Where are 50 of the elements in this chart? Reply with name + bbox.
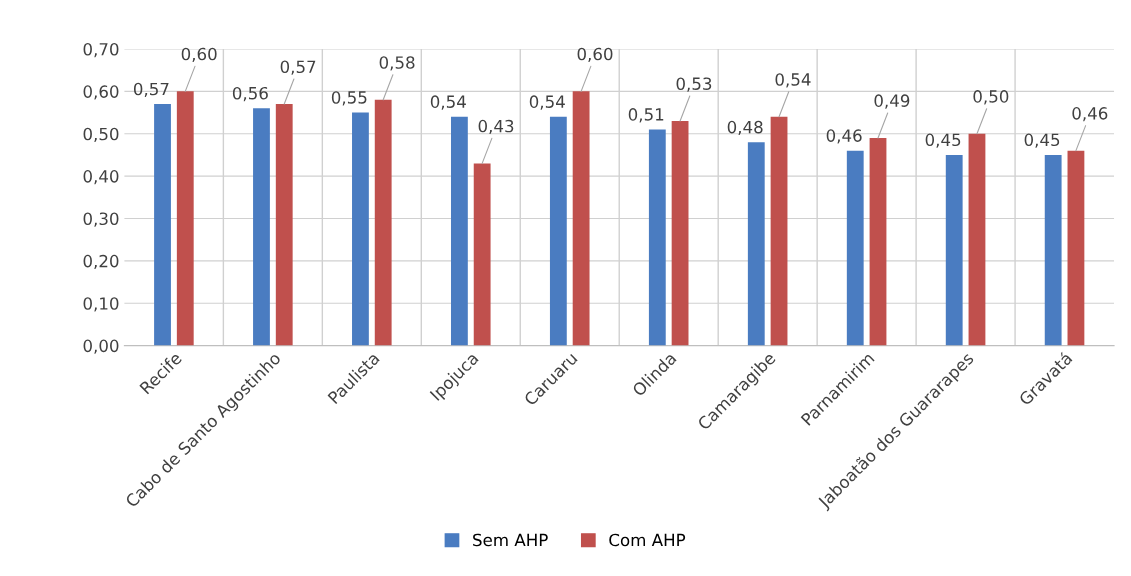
bar (747, 142, 765, 346)
bar (572, 91, 590, 346)
y-tick-label: 0,20 (83, 254, 119, 270)
bar (374, 99, 392, 346)
data-label: 0,53 (676, 77, 712, 92)
bar (770, 116, 788, 346)
bar (275, 104, 293, 346)
y-tick-label: 0,40 (83, 170, 119, 185)
y-tick-label: 0,30 (83, 212, 119, 227)
y-tick-label: 0,00 (83, 339, 119, 354)
y-tick-label: 0,70 (83, 42, 119, 58)
data-label: 0,49 (874, 94, 910, 109)
legend-label: Sem AHP (473, 533, 548, 547)
y-tick-label: 0,10 (83, 297, 119, 312)
bar (869, 137, 887, 346)
bar (968, 133, 986, 346)
data-label: 0,57 (280, 60, 316, 75)
bar (648, 129, 666, 346)
bar (671, 121, 689, 346)
data-label: 0,50 (973, 90, 1009, 105)
bar (253, 108, 270, 346)
data-label: 0,60 (577, 47, 613, 63)
data-label: 0,43 (478, 119, 514, 135)
data-label: 0,46 (826, 129, 862, 144)
bar (1044, 154, 1062, 346)
data-label: 0,51 (628, 108, 664, 123)
data-label: 0,46 (1072, 107, 1108, 122)
y-tick-label: 0,60 (83, 85, 119, 100)
bar (846, 150, 864, 346)
data-label: 0,60 (181, 47, 217, 63)
bar (473, 163, 491, 346)
data-label: 0,54 (430, 95, 466, 110)
data-label: 0,48 (727, 120, 763, 136)
data-label: 0,54 (529, 95, 565, 110)
data-label: 0,54 (775, 73, 811, 88)
bar (154, 104, 171, 346)
bar (176, 91, 194, 346)
data-label: 0,45 (1024, 133, 1060, 148)
data-label: 0,58 (379, 56, 415, 71)
bar (450, 116, 468, 346)
y-tick-label: 0,50 (83, 127, 119, 142)
data-label: 0,45 (925, 133, 961, 148)
data-label: 0,56 (232, 86, 268, 102)
bar (352, 112, 369, 346)
legend-label: Com AHP (609, 533, 686, 547)
bar (945, 154, 963, 346)
data-label: 0,57 (133, 82, 169, 97)
data-label: 0,55 (331, 91, 367, 106)
bar (549, 116, 567, 346)
bar (1067, 150, 1085, 346)
